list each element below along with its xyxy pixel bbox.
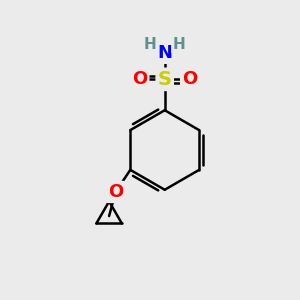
Text: O: O (108, 183, 123, 201)
Text: S: S (158, 70, 172, 89)
Text: O: O (132, 70, 147, 88)
Text: H: H (144, 37, 156, 52)
Text: H: H (173, 37, 186, 52)
Text: O: O (182, 70, 197, 88)
Text: N: N (157, 44, 172, 62)
